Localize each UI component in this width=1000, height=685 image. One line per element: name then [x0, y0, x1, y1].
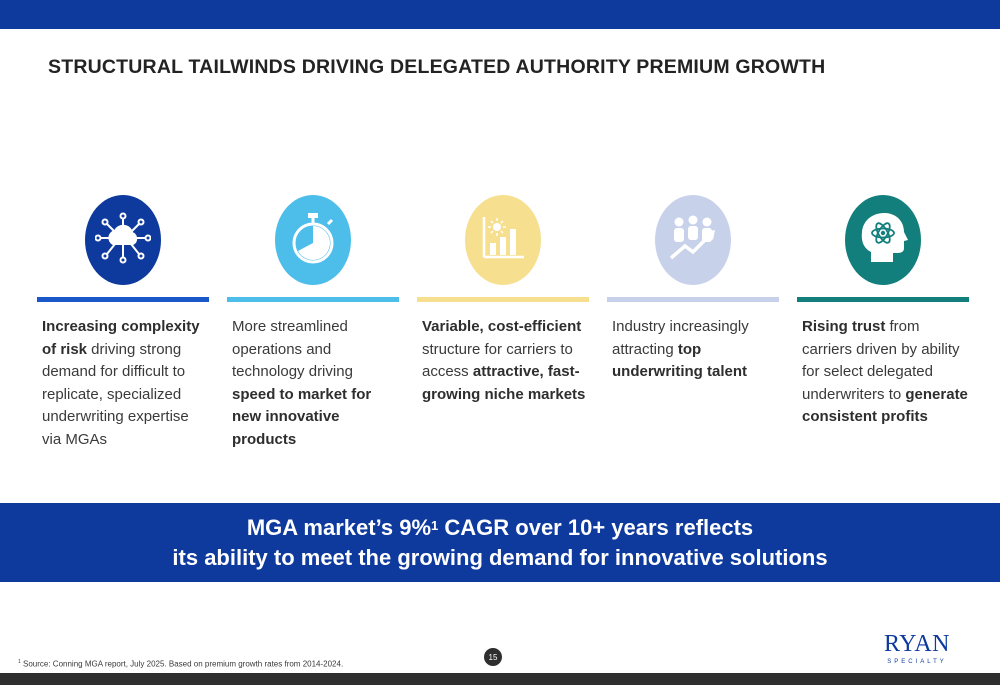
cloud-network-icon	[94, 210, 152, 271]
growth-chart-icon	[478, 213, 528, 268]
pillar-text: More streamlined operations and technolo…	[227, 316, 399, 451]
pillar-talent: Industry increasingly attracting top und…	[607, 195, 779, 384]
pillar-text-bold: attractive, fast-growing niche markets	[422, 363, 586, 403]
banner-line-1: MGA market’s 9%1 CAGR over 10+ years ref…	[0, 513, 1000, 543]
banner-line-2: its ability to meet the growing demand f…	[172, 544, 828, 570]
pillar-text: Variable, cost-efficient structure for c…	[417, 316, 589, 406]
banner-line-1-pre: MGA market’s 9%	[246, 514, 432, 540]
pillar-icon-circle	[845, 195, 921, 285]
pillar-text-bold: Increasing complexity of risk	[42, 318, 200, 358]
footnote-text: Source: Conning MGA report, July 2025. B…	[20, 659, 344, 669]
banner-line-1-post: CAGR over 10+ years reflects	[438, 514, 754, 540]
ryan-specialty-logo: RYAN SPECIALTY	[882, 632, 952, 665]
summary-banner: MGA market’s 9%1 CAGR over 10+ years ref…	[0, 503, 1000, 582]
logo-main: RYAN	[883, 631, 951, 657]
pillar-text: Rising trust from carriers driven by abi…	[797, 316, 969, 429]
head-atom-icon	[857, 210, 909, 271]
banner-footnote-marker: 1	[431, 517, 439, 533]
pillar-cost-efficient: Variable, cost-efficient structure for c…	[417, 195, 589, 406]
pillar-trust: Rising trust from carriers driven by abi…	[797, 195, 969, 429]
pillar-rule	[417, 297, 589, 302]
pillar-text-bold: Rising trust	[802, 318, 886, 335]
logo-sub: SPECIALTY	[887, 659, 947, 665]
pillar-text: Industry increasingly attracting top und…	[607, 316, 779, 384]
pillar-text-bold: top underwriting talent	[612, 340, 747, 381]
pillar-text-bold: Variable, cost-efficient	[422, 318, 582, 335]
pillar-text-regular: driving strong demand for difficult to r…	[42, 340, 189, 448]
pillar-rule	[227, 297, 399, 302]
people-growth-icon	[665, 212, 721, 269]
bottom-bar	[0, 673, 1000, 685]
pillar-icon-circle	[85, 195, 161, 285]
page-title: STRUCTURAL TAILWINDS DRIVING DELEGATED A…	[48, 56, 826, 78]
top-bar	[0, 0, 1000, 29]
pillar-text-regular: More streamlined operations and technolo…	[232, 318, 353, 380]
pillar-text-regular: from carriers driven by ability for sele…	[802, 318, 960, 403]
pillar-text-bold: generate consistent profits	[802, 385, 968, 426]
footnote-marker: 1	[18, 659, 21, 665]
pillar-text-regular: Industry increasingly attracting	[612, 318, 749, 358]
stopwatch-icon	[288, 210, 338, 271]
pillar-rule	[37, 297, 209, 302]
pillar-text: Increasing complexity of risk driving st…	[37, 316, 209, 451]
pillar-text-regular: structure for carriers to access	[422, 340, 573, 381]
pillar-complexity: Increasing complexity of risk driving st…	[37, 195, 209, 451]
pillar-speed: More streamlined operations and technolo…	[227, 195, 399, 451]
footnote: 1 Source: Conning MGA report, July 2025.…	[18, 659, 343, 669]
pillar-icon-circle	[655, 195, 731, 285]
pillar-icon-circle	[465, 195, 541, 285]
pillar-rule	[607, 297, 779, 302]
page-number: 15	[484, 648, 502, 666]
pillar-text-bold: speed to market for new innovative produ…	[232, 385, 372, 448]
pillar-rule	[797, 297, 969, 302]
pillar-icon-circle	[275, 195, 351, 285]
